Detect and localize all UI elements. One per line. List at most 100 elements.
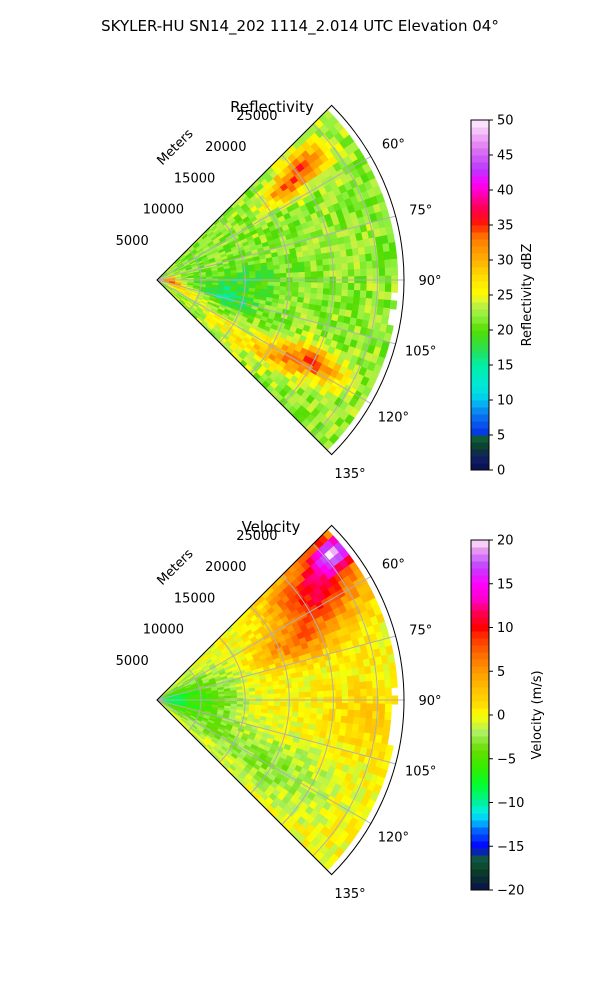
field-cell <box>261 273 269 279</box>
colorbar-swatch <box>471 155 489 163</box>
field-cell <box>365 260 374 270</box>
colorbar-swatch <box>471 659 489 667</box>
field-cell <box>382 727 391 738</box>
field-cell <box>298 287 306 294</box>
colorbar-swatch <box>471 778 489 786</box>
colorbar-swatch <box>471 246 489 254</box>
field-cell <box>353 261 361 270</box>
field-cell <box>334 677 342 685</box>
field-cell <box>371 710 380 720</box>
field-cell <box>323 270 331 278</box>
field-cell <box>303 680 312 688</box>
range-tick-label: 10000 <box>143 623 184 638</box>
colorbar-swatch <box>471 589 489 597</box>
field-cell <box>292 706 300 713</box>
field-cell <box>341 689 349 698</box>
field-cell <box>322 258 330 266</box>
field-cell <box>335 263 343 271</box>
field-cell <box>386 653 396 664</box>
velocity-colorbar-label: Velocity (m/s) <box>530 670 545 759</box>
colorbar-swatch <box>471 568 489 576</box>
reflectivity-panel: Reflectivity 5000 10000 15000 20000 25000 60… <box>116 98 535 482</box>
field-cell <box>317 270 325 278</box>
field-cell <box>371 718 379 728</box>
field-cell <box>372 283 380 292</box>
colorbar-tick-label: 5 <box>497 429 505 444</box>
field-cell <box>389 300 398 310</box>
field-cell <box>384 711 392 721</box>
field-cell <box>292 692 300 698</box>
colorbar-swatch <box>471 575 489 583</box>
colorbar-swatch <box>471 841 489 849</box>
field-cell <box>347 289 355 298</box>
azimuth-tick-label: 120° <box>378 831 409 846</box>
range-tick-label: 10000 <box>143 203 184 218</box>
colorbar-swatch <box>471 344 489 352</box>
field-cell <box>341 682 349 691</box>
field-cell <box>280 701 287 708</box>
field-cell <box>304 702 312 709</box>
field-cell <box>389 670 398 680</box>
colorbar-swatch <box>471 120 489 128</box>
field-cell <box>390 258 398 269</box>
field-cell <box>385 645 394 656</box>
field-cell <box>365 680 374 690</box>
reflectivity-field <box>156 109 399 451</box>
colorbar-swatch <box>471 407 489 415</box>
field-cell <box>360 703 368 712</box>
range-tick-label: 15000 <box>174 171 215 186</box>
field-cell <box>335 689 343 698</box>
colorbar-swatch <box>471 183 489 191</box>
colorbar-swatch <box>471 428 489 436</box>
colorbar-swatch <box>471 260 489 268</box>
field-cell <box>384 679 392 689</box>
field-cell <box>279 268 287 274</box>
field-cell <box>378 703 386 713</box>
field-cell <box>384 283 392 293</box>
field-cell <box>335 683 343 691</box>
field-cell <box>371 672 379 682</box>
field-cell <box>230 695 238 700</box>
field-cell <box>366 283 374 292</box>
colorbar-swatch <box>471 281 489 289</box>
colorbar-swatch <box>471 596 489 604</box>
field-cell <box>347 262 355 271</box>
colorbar-swatch <box>471 673 489 681</box>
field-cell <box>335 269 343 278</box>
colorbar-swatch <box>471 750 489 758</box>
colorbar-swatch <box>471 267 489 275</box>
field-cell <box>304 707 312 714</box>
field-cell <box>359 261 367 270</box>
colorbar-swatch <box>471 547 489 555</box>
field-cell <box>304 287 312 294</box>
field-cell <box>224 695 232 700</box>
colorbar-swatch <box>471 701 489 709</box>
field-cell <box>316 679 324 687</box>
colorbar-tick-label: 15 <box>497 359 514 374</box>
field-cell <box>340 295 349 304</box>
colorbar-swatch <box>471 162 489 170</box>
azimuth-tick-label: 135° <box>334 887 365 902</box>
field-cell <box>360 688 368 697</box>
field-cell <box>341 269 349 278</box>
field-cell <box>384 259 392 269</box>
colorbar-swatch <box>471 295 489 303</box>
field-cell <box>359 290 367 299</box>
colorbar-swatch <box>471 421 489 429</box>
colorbar-swatch <box>471 876 489 884</box>
colorbar-swatch <box>471 631 489 639</box>
colorbar-swatch <box>471 141 489 149</box>
colorbar-swatch <box>471 288 489 296</box>
field-cell <box>365 290 374 300</box>
field-cell <box>341 702 349 711</box>
field-cell <box>354 269 362 277</box>
field-cell <box>261 689 269 695</box>
field-cell <box>346 716 355 725</box>
field-cell <box>378 679 386 689</box>
range-tick-label: 25000 <box>236 109 277 124</box>
colorbar-swatch <box>471 869 489 877</box>
colorbar-swatch <box>471 820 489 828</box>
colorbar-swatch <box>471 176 489 184</box>
field-cell <box>378 267 386 277</box>
field-cell <box>354 689 362 697</box>
